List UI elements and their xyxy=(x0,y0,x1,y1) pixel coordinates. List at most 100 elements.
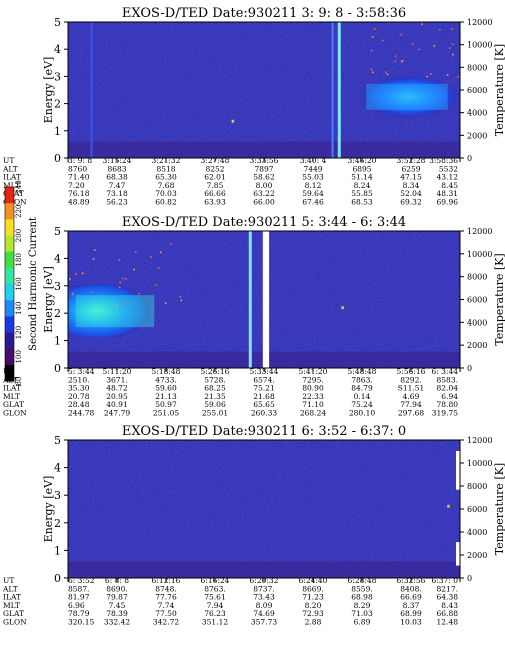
table-cell: 56.23 xyxy=(106,198,128,207)
table-cell: 69.96 xyxy=(437,198,459,207)
plot-area xyxy=(68,440,460,578)
table-cell: 81.97 xyxy=(68,593,90,602)
table-cell: 68.99 xyxy=(400,609,422,618)
scatter-point xyxy=(71,292,74,294)
table-row-label: GLAT xyxy=(3,609,24,618)
table-cell: 79.87 xyxy=(106,593,128,602)
colorbar-swatch xyxy=(5,284,14,301)
table-cell: 78.39 xyxy=(106,609,128,618)
colorbar-swatch xyxy=(5,332,14,350)
table-cell: 5:18:48 xyxy=(152,367,181,376)
colorbar-tick-label: 160 xyxy=(15,277,23,290)
scatter-point xyxy=(430,73,432,75)
colorbar-tick-label: 140 xyxy=(15,302,23,315)
vertical-streak xyxy=(331,22,334,158)
table-cell: 8760 xyxy=(68,164,87,173)
colorbar-swatch xyxy=(5,364,14,382)
table-cell: 5:48:48 xyxy=(348,367,377,376)
colorbar-swatch xyxy=(5,203,14,220)
y2-tick-label: 12000 xyxy=(467,227,492,236)
table-cell: 70.03 xyxy=(155,189,177,198)
table-cell: 6:32:56 xyxy=(397,576,426,585)
table-cell: 7.45 xyxy=(109,601,126,610)
vertical-streak xyxy=(337,22,341,158)
table-cell: S11.51 xyxy=(398,384,425,393)
table-cell: 7.68 xyxy=(158,181,175,190)
table-cell: 8408. xyxy=(400,584,421,593)
table-cell: 63.22 xyxy=(253,189,275,198)
scatter-point xyxy=(93,249,96,251)
table-cell: 58.62 xyxy=(253,173,275,182)
table-cell: 28.48 xyxy=(68,400,90,409)
colorbar-frame xyxy=(4,186,15,382)
y-tick-label: 1 xyxy=(54,335,61,348)
table-row-label: ALT xyxy=(2,584,18,593)
table-cell: 268.24 xyxy=(300,409,326,418)
colorbar-swatch xyxy=(5,251,14,269)
colorbar-swatch xyxy=(5,348,14,366)
y2-tick-label: 2000 xyxy=(467,551,487,560)
scatter-point xyxy=(75,273,78,275)
table-cell: 5532 xyxy=(439,164,458,173)
scatter-point xyxy=(418,48,421,51)
table-cell: 5:33:44 xyxy=(250,367,279,376)
y2-tick-label: 8000 xyxy=(467,482,487,491)
table-cell: 71.10 xyxy=(302,400,324,409)
y-tick-label: 5 xyxy=(54,434,61,447)
y2-tick-label: 2000 xyxy=(467,131,487,140)
low-energy-band xyxy=(68,561,460,578)
scatter-point xyxy=(426,75,428,78)
data-gap xyxy=(262,231,270,368)
orbit-table: UT 3: 9: 8 3:15:24 3:21:32 3:27:48 3:33:56 3:4… xyxy=(2,156,458,207)
table-cell: 47.15 xyxy=(400,173,422,182)
table-cell: 35.30 xyxy=(68,384,90,393)
table-row-label: GLAT xyxy=(3,400,24,409)
y2-axis-label: Temperature [K] xyxy=(493,253,505,345)
table-cell: 63.93 xyxy=(204,198,226,207)
table-cell: 73.43 xyxy=(253,593,275,602)
table-cell: 77.76 xyxy=(155,593,177,602)
scatter-point xyxy=(155,284,158,286)
table-row-label: GLON xyxy=(3,409,27,418)
panel-title: EXOS-D/TED Date:930211 5: 3:44 - 6: 3:44 xyxy=(122,215,406,230)
intensity-blob-core xyxy=(75,295,155,328)
table-cell: 62.01 xyxy=(204,173,225,182)
data-speck xyxy=(447,504,450,508)
table-cell: 68.53 xyxy=(351,198,373,207)
scatter-point xyxy=(439,28,441,31)
table-cell: 67.46 xyxy=(302,198,324,207)
scatter-point xyxy=(402,59,404,62)
scatter-point xyxy=(121,302,124,305)
panel-2: EXOS-D/TED Date:930211 5: 3:44 - 6: 3:44… xyxy=(2,215,505,418)
colorbar-swatch xyxy=(5,235,14,253)
table-cell: 7.47 xyxy=(109,181,126,190)
y-tick-label: 3 xyxy=(54,280,61,293)
table-cell: 20.95 xyxy=(106,392,128,401)
table-cell: 75.61 xyxy=(204,593,225,602)
y-tick-label: 2 xyxy=(54,307,61,320)
colorbar: 80 100 120 140 160 180 200 220 240 Second Harmoni… xyxy=(4,180,39,385)
y-tick-label: 4 xyxy=(54,43,61,56)
table-cell: 8252 xyxy=(205,164,224,173)
table-cell: 78.80 xyxy=(437,400,459,409)
table-cell: 10.03 xyxy=(400,618,422,627)
panel-title: EXOS-D/TED Date:930211 6: 3:52 - 6:37: 0 xyxy=(122,424,406,439)
table-cell: 6: 8: 8 xyxy=(105,576,129,585)
table-cell: 8217. xyxy=(437,584,458,593)
scatter-point xyxy=(400,33,403,36)
table-cell: 8690. xyxy=(106,584,127,593)
colorbar-tick-label: 200 xyxy=(15,229,23,242)
scatter-point xyxy=(179,296,182,298)
table-cell: 43.12 xyxy=(437,173,459,182)
scatter-point xyxy=(125,278,127,280)
panel-1: EXOS-D/TED Date:930211 3: 9: 8 - 3:58:36… xyxy=(2,6,505,207)
edge-notch xyxy=(456,451,460,490)
y2-axis-label: Temperature [K] xyxy=(493,44,505,136)
table-cell: 244.78 xyxy=(68,409,94,418)
y-tick-label: 0 xyxy=(54,572,61,585)
table-cell: 76.23 xyxy=(204,609,226,618)
panel-3: EXOS-D/TED Date:930211 6: 3:52 - 6:37: 0… xyxy=(2,424,505,627)
table-cell: 3:15:24 xyxy=(103,156,132,165)
y2-tick-label: 0 xyxy=(467,364,472,373)
table-row-label: GLON xyxy=(3,618,27,627)
